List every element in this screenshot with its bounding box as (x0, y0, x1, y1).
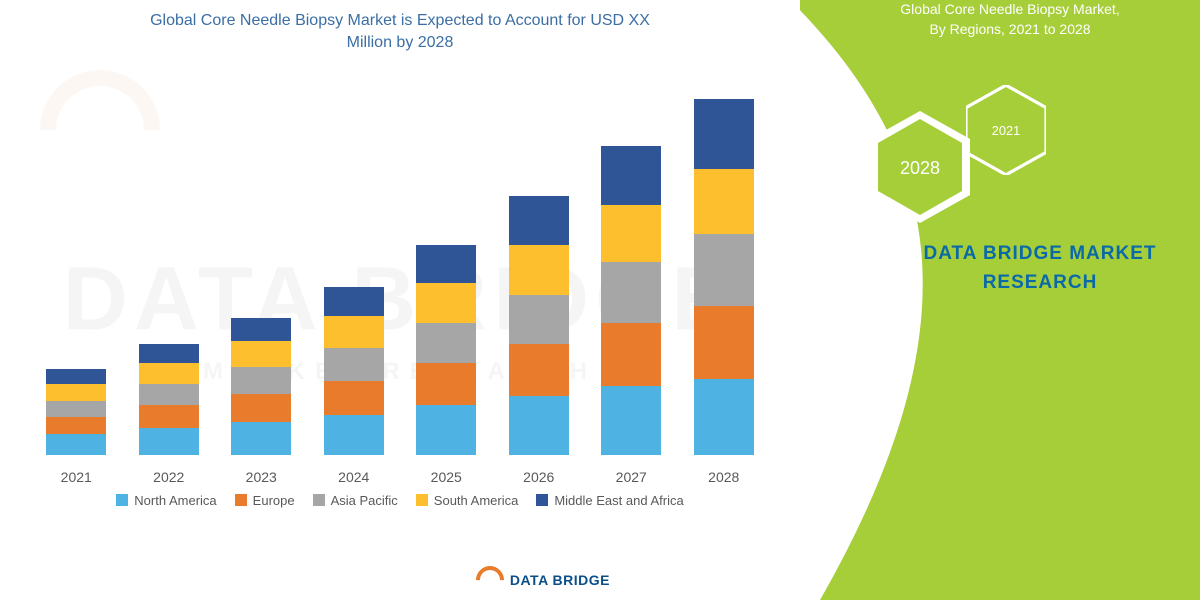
bar-segment (231, 318, 291, 341)
legend-label: Europe (253, 493, 295, 508)
bar-segment (694, 169, 754, 234)
bar-category-label: 2025 (431, 469, 462, 485)
bar-segment (694, 234, 754, 306)
bar-stack (139, 344, 199, 454)
bar-category-label: 2021 (61, 469, 92, 485)
chart-legend: North America Europe Asia Pacific South Ame… (10, 493, 790, 508)
legend-swatch (313, 494, 325, 506)
right-panel-header: Global Core Needle Biopsy Market, By Reg… (830, 0, 1190, 39)
bar-stack (694, 99, 754, 455)
legend-item: South America (416, 493, 519, 508)
legend-item: North America (116, 493, 216, 508)
brand-line2: RESEARCH (983, 272, 1098, 293)
bar-category-label: 2027 (616, 469, 647, 485)
bar-group: 2025 (411, 245, 481, 485)
bar-stack (46, 369, 106, 455)
legend-swatch (416, 494, 428, 506)
bar-segment (46, 434, 106, 455)
bar-segment (139, 428, 199, 455)
bar-stack (509, 196, 569, 455)
legend-swatch (536, 494, 548, 506)
bar-segment (416, 245, 476, 283)
right-header-line2: By Regions, 2021 to 2028 (929, 21, 1090, 37)
legend-label: Middle East and Africa (554, 493, 683, 508)
bar-group: 2026 (504, 196, 574, 485)
bar-segment (601, 386, 661, 455)
bar-segment (601, 262, 661, 323)
bar-segment (139, 405, 199, 428)
bar-group: 2027 (596, 146, 666, 485)
chart-panel: Global Core Needle Biopsy Market is Expe… (0, 0, 800, 600)
hex-badges: 2028 2021 (870, 85, 1130, 245)
footer-brand-text: DATA BRIDGE (510, 572, 610, 588)
bar-segment (509, 196, 569, 246)
bar-segment (601, 146, 661, 205)
bar-segment (324, 415, 384, 455)
hex-2021-label: 2021 (992, 123, 1020, 138)
bar-segment (509, 245, 569, 295)
legend-label: South America (434, 493, 519, 508)
bar-group: 2021 (41, 369, 111, 485)
right-panel: Global Core Needle Biopsy Market, By Reg… (800, 0, 1200, 600)
bar-segment (324, 381, 384, 415)
bar-segment (231, 341, 291, 368)
bar-group: 2028 (689, 99, 759, 485)
hex-badge-2028: 2028 (870, 111, 970, 223)
brand-title: DATA BRIDGE MARKET RESEARCH (900, 240, 1180, 297)
bar-category-label: 2028 (708, 469, 739, 485)
bar-segment (139, 384, 199, 405)
hex-2028-label: 2028 (900, 158, 940, 178)
bar-segment (324, 348, 384, 380)
bar-segment (509, 396, 569, 455)
bar-segment (416, 283, 476, 323)
legend-swatch (235, 494, 247, 506)
bar-stack (416, 245, 476, 455)
legend-item: Asia Pacific (313, 493, 398, 508)
legend-item: Europe (235, 493, 295, 508)
bar-segment (324, 287, 384, 316)
legend-label: Asia Pacific (331, 493, 398, 508)
bar-group: 2023 (226, 318, 296, 485)
legend-label: North America (134, 493, 216, 508)
bar-segment (231, 394, 291, 423)
bar-segment (139, 363, 199, 384)
bar-segment (601, 323, 661, 386)
bar-segment (416, 405, 476, 455)
hex-badge-2021: 2021 (966, 85, 1046, 175)
bar-category-label: 2023 (246, 469, 277, 485)
bar-segment (231, 367, 291, 394)
bar-segment (46, 384, 106, 401)
bar-segment (601, 205, 661, 262)
footer-brand-logo: DATA BRIDGE (476, 566, 610, 594)
brand-ring-icon (470, 560, 510, 600)
stacked-bar-chart: 2021 2022 2023 2024 2025 2026 2027 2028 (20, 65, 780, 485)
bar-category-label: 2024 (338, 469, 369, 485)
bar-category-label: 2026 (523, 469, 554, 485)
bar-stack (231, 318, 291, 455)
bar-segment (324, 316, 384, 348)
bar-segment (694, 306, 754, 378)
right-header-line1: Global Core Needle Biopsy Market, (900, 1, 1119, 17)
bar-group: 2022 (134, 344, 204, 484)
bar-segment (46, 401, 106, 416)
bar-segment (694, 99, 754, 169)
bar-segment (509, 344, 569, 395)
bar-group: 2024 (319, 287, 389, 485)
chart-title: Global Core Needle Biopsy Market is Expe… (140, 10, 660, 55)
bar-segment (509, 295, 569, 345)
bar-category-label: 2022 (153, 469, 184, 485)
bar-stack (324, 287, 384, 455)
legend-item: Middle East and Africa (536, 493, 683, 508)
brand-line1: DATA BRIDGE MARKET (924, 243, 1157, 264)
bar-segment (694, 379, 754, 455)
legend-swatch (116, 494, 128, 506)
bar-stack (601, 146, 661, 455)
bar-segment (416, 363, 476, 405)
bar-segment (416, 323, 476, 363)
bar-segment (46, 417, 106, 434)
bar-segment (46, 369, 106, 384)
bar-segment (231, 422, 291, 454)
bar-segment (139, 344, 199, 363)
